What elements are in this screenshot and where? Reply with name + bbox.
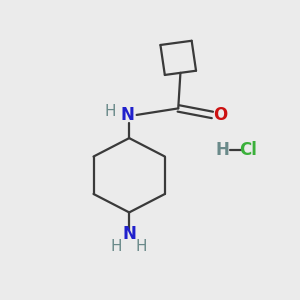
Text: H: H [104,104,116,119]
Text: H: H [136,239,147,254]
Text: H: H [216,141,230,159]
Text: N: N [122,225,136,243]
Text: N: N [121,106,135,124]
Text: Cl: Cl [239,141,257,159]
Text: O: O [214,106,228,124]
Text: H: H [111,239,122,254]
